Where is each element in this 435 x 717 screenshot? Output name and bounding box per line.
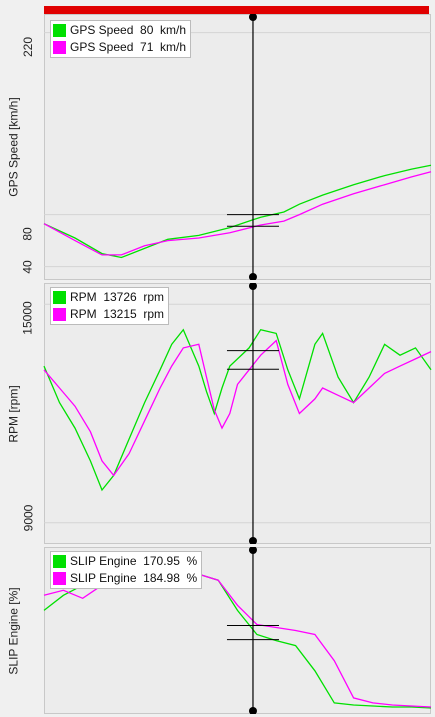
series-line-green (43, 328, 432, 492)
legend-swatch-green (53, 555, 66, 568)
cursor-handle[interactable] (248, 537, 257, 544)
plot-area[interactable] (44, 14, 431, 280)
legend-label: RPM 13726 rpm (70, 290, 165, 304)
series-line-magenta (43, 339, 432, 477)
legend: RPM 13726 rpm RPM 13215 rpm (50, 287, 170, 325)
legend-swatch-green (53, 291, 66, 304)
legend-label: GPS Speed 71 km/h (70, 40, 187, 54)
legend-entry: SLIP Engine 170.95 % (53, 553, 197, 570)
legend-swatch-green (53, 24, 66, 37)
plot-svg (43, 283, 432, 544)
series-line-green (43, 164, 432, 259)
cursor-handle[interactable] (248, 273, 257, 280)
legend-entry: RPM 13215 rpm (53, 306, 164, 323)
cursor-handle[interactable] (248, 547, 257, 554)
cursor-handle[interactable] (248, 14, 257, 21)
cursor-handle[interactable] (248, 283, 257, 290)
legend-label: RPM 13215 rpm (70, 307, 165, 321)
legend-entry: GPS Speed 71 km/h (53, 39, 186, 56)
chart-panel-gps-speed: GPS Speed [km/h] 220 80 40 GPS Speed 80 … (0, 14, 435, 280)
lap-range-bar[interactable] (44, 6, 429, 14)
legend-label: SLIP Engine 184.98 % (70, 571, 198, 585)
plot-svg (43, 14, 432, 280)
legend-entry: SLIP Engine 184.98 % (53, 570, 197, 587)
cursor-handle[interactable] (248, 707, 257, 714)
legend-label: SLIP Engine 170.95 % (70, 554, 198, 568)
chart-panel-slip-engine: SLIP Engine [%] SLIP Engine 170.95 % SLI… (0, 547, 435, 714)
series-line-magenta (43, 171, 432, 256)
legend-entry: RPM 13726 rpm (53, 289, 164, 306)
legend: SLIP Engine 170.95 % SLIP Engine 184.98 … (50, 551, 203, 589)
legend-label: GPS Speed 80 km/h (70, 23, 187, 37)
legend-swatch-magenta (53, 572, 66, 585)
plot-area[interactable] (44, 283, 431, 544)
legend-swatch-magenta (53, 308, 66, 321)
legend: GPS Speed 80 km/h GPS Speed 71 km/h (50, 20, 192, 58)
legend-swatch-magenta (53, 41, 66, 54)
legend-entry: GPS Speed 80 km/h (53, 22, 186, 39)
chart-panel-rpm: RPM [rpm] 15000 9000 RPM 13726 rpm RPM 1… (0, 283, 435, 544)
